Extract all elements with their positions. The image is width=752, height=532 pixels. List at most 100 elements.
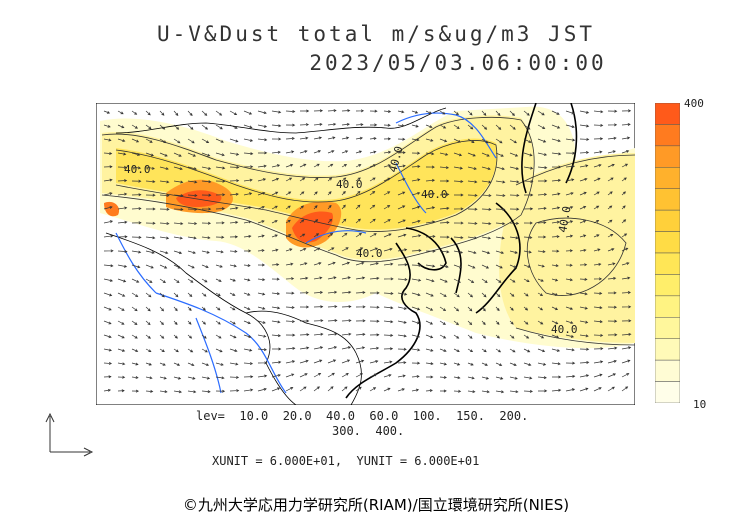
wind-arrow	[355, 291, 366, 295]
wind-arrow	[173, 362, 181, 366]
colorbar-swatch	[655, 209, 680, 232]
wind-arrow	[397, 233, 407, 238]
wind-arrow	[215, 179, 226, 183]
wind-arrow	[327, 191, 332, 196]
wind-arrow	[467, 334, 473, 339]
wind-arrow	[271, 248, 279, 252]
wind-arrow	[229, 165, 240, 169]
wind-arrow	[495, 376, 504, 380]
wind-arrow	[215, 235, 225, 239]
wind-arrow	[579, 164, 589, 168]
colorbar-swatch	[655, 274, 680, 297]
wind-arrow	[173, 194, 184, 198]
wind-arrow	[341, 319, 352, 323]
wind-arrow	[313, 205, 318, 210]
wind-arrow	[551, 165, 562, 169]
wind-arrow	[355, 150, 363, 154]
wind-arrow	[327, 261, 336, 266]
wind-arrow	[173, 207, 184, 211]
wind-arrow	[439, 179, 450, 183]
wind-arrow	[481, 180, 492, 184]
wind-arrow	[369, 276, 380, 280]
wind-arrow	[565, 306, 574, 310]
wind-arrow	[313, 233, 320, 238]
wind-arrow	[355, 332, 366, 336]
wind-arrow	[313, 163, 320, 168]
wind-arrow	[523, 292, 529, 297]
wind-arrow	[537, 192, 548, 196]
wind-arrow	[369, 346, 380, 350]
wind-arrow	[173, 152, 182, 157]
wind-arrow	[467, 236, 478, 240]
wind-arrow	[397, 374, 406, 378]
wind-arrow	[593, 123, 604, 127]
wind-arrow	[103, 165, 113, 169]
wind-arrow	[117, 250, 128, 254]
wind-arrow	[509, 362, 517, 367]
wind-arrow	[467, 207, 478, 211]
wind-arrow	[103, 334, 112, 339]
wind-arrow	[565, 361, 576, 365]
wind-arrow	[299, 386, 307, 392]
wind-arrow	[537, 250, 546, 254]
wind-arrow	[145, 193, 156, 197]
wind-arrow	[299, 191, 305, 196]
wind-arrow	[229, 124, 238, 129]
wind-arrow	[131, 179, 142, 183]
wind-arrow	[523, 264, 531, 268]
wind-arrow	[299, 276, 309, 280]
wind-arrow	[341, 359, 351, 364]
colorbar-swatch	[655, 381, 680, 403]
wind-arrow	[355, 190, 361, 196]
wind-arrow	[159, 376, 167, 380]
wind-arrow	[607, 386, 615, 392]
wind-arrow	[131, 193, 142, 197]
wind-arrow	[579, 347, 590, 351]
wind-arrow	[145, 250, 155, 254]
wind-arrow	[215, 348, 223, 353]
wind-arrow	[355, 164, 362, 168]
wind-arrow	[481, 278, 488, 283]
wind-arrow	[187, 250, 196, 254]
wind-arrow	[509, 207, 520, 211]
wind-arrow	[285, 248, 293, 252]
wind-arrow	[215, 193, 226, 197]
wind-arrow	[145, 166, 155, 170]
wind-arrow	[257, 124, 268, 128]
wind-arrow	[509, 110, 515, 116]
wind-arrow	[201, 278, 208, 283]
wind-arrow	[327, 150, 335, 154]
wind-arrow	[299, 373, 308, 378]
wind-arrow	[537, 334, 545, 339]
colorbar-swatch	[655, 338, 680, 361]
wind-arrow	[453, 250, 464, 254]
wind-arrow	[453, 320, 459, 326]
wind-arrow	[579, 387, 589, 392]
wind-arrow	[145, 348, 152, 352]
wind-arrow	[523, 250, 532, 254]
wind-arrow	[537, 320, 544, 325]
wind-arrow	[383, 306, 394, 310]
wind-arrow	[117, 292, 126, 297]
wind-arrow	[243, 292, 251, 296]
wind-arrow	[621, 262, 630, 266]
wind-arrow	[327, 247, 335, 252]
wind-arrow	[383, 360, 393, 364]
wind-arrow	[397, 191, 406, 196]
wind-arrow	[523, 152, 533, 157]
wind-arrow	[341, 190, 346, 196]
wind-arrow	[369, 305, 380, 309]
wind-arrow	[355, 346, 366, 350]
wind-arrow	[383, 177, 391, 182]
wind-arrow	[621, 319, 632, 323]
wind-arrow	[257, 292, 266, 296]
wind-arrow	[453, 236, 464, 240]
wind-arrow	[369, 262, 379, 266]
wind-arrow	[103, 220, 114, 224]
wind-arrow	[159, 110, 165, 116]
wind-arrow	[495, 124, 502, 130]
wind-arrow	[215, 124, 223, 130]
wind-arrow	[607, 123, 618, 127]
levels-line-1: lev= 10.0 20.0 40.0 60.0 100. 150. 200.	[196, 409, 529, 423]
wind-arrow	[551, 362, 561, 366]
